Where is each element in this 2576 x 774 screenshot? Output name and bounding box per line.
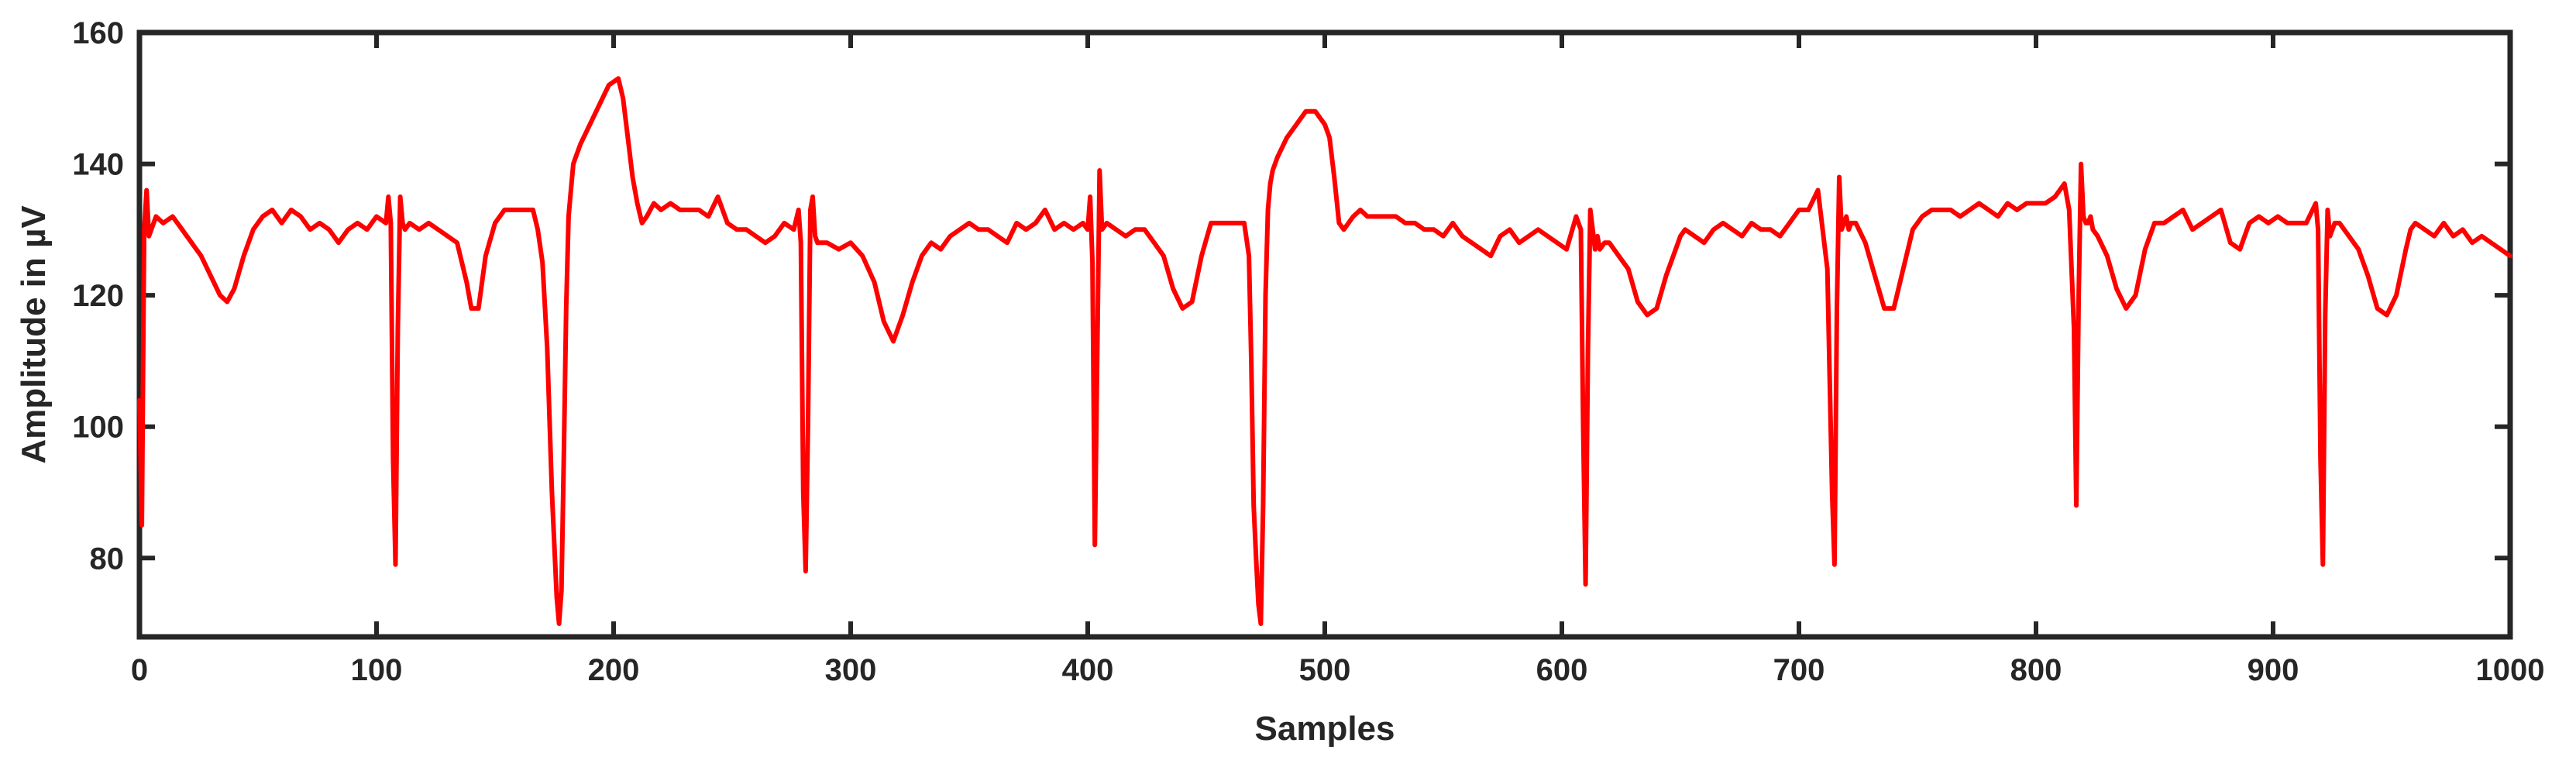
series-line	[137, 76, 2512, 626]
x-tick-label: 500	[1299, 653, 1351, 687]
y-tick-label: 120	[72, 279, 124, 313]
tick-labels: 0 100 200 300 400 500 600 700 800 900 1000 80 100 120…	[72, 16, 2544, 687]
x-tick-label: 700	[1773, 653, 1825, 687]
y-tick-label: 160	[72, 16, 124, 50]
x-tick-label: 300	[825, 653, 877, 687]
y-tick-label: 80	[90, 542, 125, 576]
plot-area-frame	[136, 29, 2513, 640]
x-tick-label: 600	[1536, 653, 1588, 687]
y-axis-title: Amplitude in µV	[15, 205, 53, 464]
x-tick-label: 100	[351, 653, 403, 687]
x-tick-label: 800	[2010, 653, 2062, 687]
series-layer	[137, 76, 2512, 626]
x-tick-label: 0	[131, 653, 148, 687]
y-tick-label: 100	[72, 411, 124, 445]
axis-ticks	[137, 30, 2512, 637]
x-tick-label: 1000	[2476, 653, 2545, 687]
y-tick-label: 140	[72, 148, 124, 182]
x-tick-label: 900	[2248, 653, 2299, 687]
x-axis-title: Samples	[1255, 710, 1395, 748]
x-tick-label: 200	[588, 653, 640, 687]
x-tick-label: 400	[1062, 653, 1114, 687]
